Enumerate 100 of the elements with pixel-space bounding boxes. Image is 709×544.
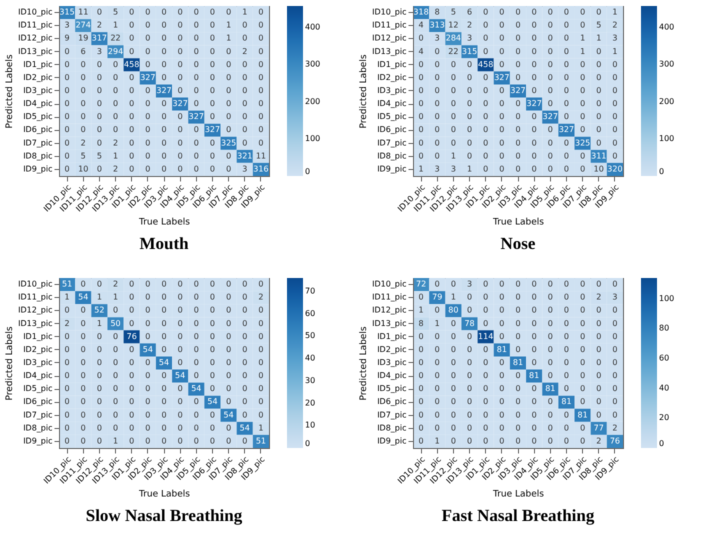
data-label: 0: [96, 112, 102, 122]
data-label: 0: [178, 138, 183, 148]
data-label: 0: [161, 8, 167, 17]
data-label: 0: [96, 8, 102, 17]
data-label: 0: [194, 86, 199, 95]
data-label: 0: [418, 86, 424, 95]
data-label: 0: [532, 410, 537, 420]
data-label: 0: [242, 280, 248, 289]
data-label: 0: [450, 344, 456, 354]
data-label: 0: [129, 34, 134, 43]
y-axis-title: Predicted Labels: [359, 54, 370, 129]
data-label: 2: [80, 138, 86, 148]
data-label: 0: [194, 344, 199, 354]
y-tick-label: ID4_pic: [377, 99, 406, 108]
data-label: 0: [580, 8, 586, 17]
data-label: 0: [64, 410, 70, 420]
data-label: 0: [434, 306, 440, 315]
y-tick-label: ID8_pic: [377, 151, 406, 160]
data-label: 0: [129, 318, 134, 328]
data-label: 54: [142, 344, 153, 354]
data-label: 0: [466, 371, 472, 380]
data-label: 0: [242, 371, 248, 380]
data-label: 1: [258, 423, 264, 432]
data-label: 0: [145, 306, 150, 315]
data-label: 6: [80, 46, 86, 56]
data-label: 0: [434, 371, 440, 380]
data-label: 0: [210, 151, 216, 160]
data-label: 0: [80, 436, 86, 446]
data-label: 0: [194, 60, 199, 69]
data-label: 0: [112, 397, 118, 406]
data-label: 0: [129, 8, 134, 17]
data-label: 0: [418, 397, 424, 406]
y-tick-label: ID1_pic: [377, 332, 406, 341]
data-label: 0: [129, 292, 134, 302]
data-label: 0: [515, 280, 521, 289]
data-label: 0: [418, 384, 424, 394]
data-label: 0: [450, 99, 456, 108]
data-label: 0: [450, 86, 456, 95]
text: Fast Nasal Breathing: [442, 506, 595, 525]
data-label: 0: [532, 384, 537, 394]
data-label: 0: [258, 125, 264, 134]
data-label: 327: [542, 112, 558, 122]
color-bar-label: 100: [305, 134, 320, 143]
data-label: 0: [129, 112, 134, 122]
text: Mouth: [139, 234, 190, 253]
data-label: 0: [580, 318, 586, 328]
data-label: 0: [145, 280, 150, 289]
data-label: 0: [466, 292, 472, 302]
data-label: 81: [512, 358, 524, 367]
data-label: 76: [126, 332, 137, 341]
data-label: 0: [242, 34, 248, 43]
data-label: 0: [580, 20, 586, 30]
data-label: 0: [242, 125, 248, 134]
data-label: 0: [483, 410, 488, 420]
data-label: 0: [564, 60, 570, 69]
data-label: 0: [450, 138, 456, 148]
data-label: 0: [450, 410, 456, 420]
data-label: 0: [258, 384, 264, 394]
color-bar-label: 30: [305, 376, 316, 385]
data-label: 0: [499, 60, 504, 69]
data-label: 0: [64, 60, 70, 69]
data-label: 0: [548, 8, 553, 17]
data-label: 0: [532, 292, 537, 302]
data-label: 0: [564, 46, 570, 56]
data-label: 0: [515, 20, 521, 30]
data-label: 54: [158, 358, 170, 367]
data-label: 0: [483, 423, 488, 432]
data-label: 0: [612, 60, 618, 69]
data-label: 0: [499, 332, 504, 341]
data-label: 0: [258, 306, 264, 315]
data-label: 0: [161, 20, 167, 30]
data-label: 0: [226, 99, 232, 108]
data-label: 0: [96, 384, 102, 394]
data-label: 0: [532, 112, 537, 122]
y-axis-title: Predicted Labels: [5, 54, 16, 129]
data-label: 0: [483, 138, 488, 148]
data-label: 0: [612, 138, 618, 148]
data-label: 0: [532, 306, 537, 315]
data-label: 0: [499, 151, 504, 160]
data-label: 0: [64, 99, 70, 108]
y-tick-label: ID9_pic: [377, 436, 406, 446]
data-label: 0: [580, 292, 586, 302]
data-label: 0: [596, 371, 602, 380]
data-label: 0: [210, 318, 216, 328]
color-bar-label: 80: [659, 324, 670, 333]
data-label: 0: [96, 280, 102, 289]
data-label: 0: [161, 151, 167, 160]
data-label: 0: [80, 60, 86, 69]
data-label: 0: [194, 46, 199, 56]
data-label: 274: [76, 20, 91, 30]
data-label: 0: [96, 358, 102, 367]
data-label: 2: [64, 318, 70, 328]
data-label: 0: [242, 436, 248, 446]
y-tick-label: ID8_pic: [377, 423, 406, 432]
data-label: 0: [96, 99, 102, 108]
color-bar-label: 60: [305, 308, 316, 318]
data-label: 0: [161, 280, 167, 289]
data-label: 0: [483, 384, 488, 394]
data-label: 0: [434, 344, 440, 354]
data-label: 0: [161, 397, 167, 406]
